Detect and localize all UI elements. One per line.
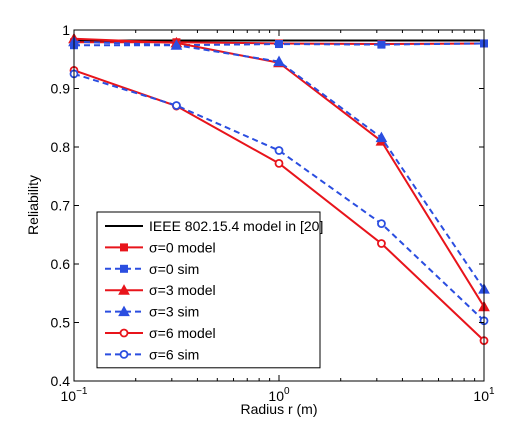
series-line xyxy=(73,40,485,290)
y-tick-label: 0.5 xyxy=(51,315,71,331)
legend-marker xyxy=(120,243,128,252)
data-point xyxy=(274,146,284,155)
ticks-layer: 0.4 0.5 0.6 0.7 0.8 0.9 1 10−1 100 101 xyxy=(51,22,495,404)
data-point xyxy=(375,131,388,143)
legend-label: IEEE 802.15.4 model in [20] xyxy=(149,218,323,234)
legend-marker xyxy=(119,349,129,359)
series-line xyxy=(73,72,485,322)
y-axis-title: Reliability xyxy=(25,175,41,235)
y-tick-label: 0.6 xyxy=(51,256,71,272)
y-tick-label: 1 xyxy=(62,22,70,38)
legend-label: σ=3 model xyxy=(149,282,216,298)
legend-entry: σ=3 sim xyxy=(105,304,199,320)
data-point xyxy=(377,219,386,229)
data-point xyxy=(170,39,183,50)
legend-marker xyxy=(118,284,130,295)
legend-entry: σ=6 sim xyxy=(105,346,199,362)
x-tick-label: 101 xyxy=(473,386,495,404)
legend-label: σ=0 model xyxy=(149,239,216,255)
legend: IEEE 802.15.4 model in [20] σ=0 model σ=0 … xyxy=(96,211,323,369)
legend-entry: σ=6 model xyxy=(105,325,216,341)
legend-label: σ=6 sim xyxy=(149,346,199,362)
data-point xyxy=(275,40,283,49)
data-point xyxy=(172,101,181,110)
x-tick-label: 10−1 xyxy=(61,386,88,404)
y-tick-label: 0.4 xyxy=(51,373,71,389)
x-tick-label: 100 xyxy=(268,386,290,404)
data-point xyxy=(377,40,386,49)
x-axis-title: Radius r (m) xyxy=(240,401,317,417)
y-tick-label: 0.9 xyxy=(51,81,71,97)
legend-label: σ=6 model xyxy=(149,325,216,341)
legend-label: σ=3 sim xyxy=(149,304,199,320)
legend-entry: σ=3 model xyxy=(105,282,216,298)
legend-entry: IEEE 802.15.4 model in [20] xyxy=(105,218,323,234)
series-4 xyxy=(68,35,490,294)
legend-label: σ=0 sim xyxy=(149,261,199,277)
legend-marker xyxy=(120,264,128,273)
legend-entry: σ=0 model xyxy=(105,239,216,255)
data-point xyxy=(377,239,386,248)
legend-marker xyxy=(119,328,129,338)
legend-entry: σ=0 sim xyxy=(105,261,199,277)
legend-marker xyxy=(118,305,130,317)
y-tick-label: 0.7 xyxy=(51,198,71,214)
data-point xyxy=(274,158,284,168)
y-tick-label: 0.8 xyxy=(51,139,71,155)
data-point xyxy=(273,55,285,67)
